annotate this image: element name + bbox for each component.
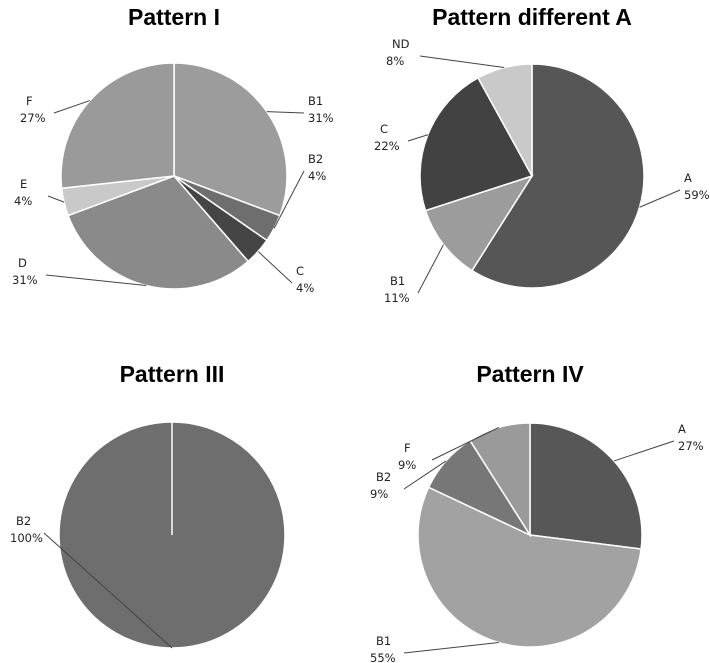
slice-percent: 31% bbox=[308, 111, 334, 125]
slice-label: B1 bbox=[308, 94, 323, 108]
slice-percent: 4% bbox=[308, 169, 326, 183]
leader-line bbox=[639, 189, 681, 208]
pie-chart-1: Pattern I B1 31% B2 4% C 4% D 31% E 4% F 27% bbox=[12, 4, 334, 295]
slice-percent: 27% bbox=[20, 111, 46, 125]
slice-percent: 22% bbox=[374, 139, 400, 153]
chart-title: Pattern I bbox=[128, 4, 220, 30]
slice-percent: 55% bbox=[370, 651, 396, 663]
slice-percent: 4% bbox=[296, 281, 314, 295]
chart-title: Pattern III bbox=[120, 361, 225, 387]
leader-line bbox=[613, 440, 675, 462]
chart-title: Pattern IV bbox=[476, 361, 584, 387]
leader-line bbox=[417, 244, 444, 294]
slice-percent: 59% bbox=[684, 188, 710, 202]
pie-chart-2: Pattern different A A 59% B1 11% C 22% ND 8% bbox=[374, 4, 710, 305]
slice-percent: 9% bbox=[398, 458, 416, 472]
slice-label: F bbox=[404, 441, 411, 455]
slice-label: B2 bbox=[308, 152, 323, 166]
leader-line bbox=[43, 532, 173, 649]
pie-slice-f bbox=[60, 62, 175, 190]
leader-line bbox=[47, 195, 65, 203]
leader-line bbox=[403, 460, 447, 490]
slice-label: B2 bbox=[16, 514, 31, 528]
leader-line bbox=[407, 134, 429, 142]
pie-slice-a bbox=[470, 63, 645, 289]
pie-slice-b1 bbox=[417, 486, 642, 648]
slice-percent: 100% bbox=[10, 531, 43, 545]
slice-label: A bbox=[678, 422, 686, 436]
slice-percent: 27% bbox=[678, 439, 704, 453]
slice-label: ND bbox=[392, 37, 410, 51]
slice-percent: 8% bbox=[386, 54, 404, 68]
slice-label: A bbox=[684, 171, 692, 185]
slice-label: F bbox=[26, 94, 33, 108]
slice-percent: 9% bbox=[370, 487, 388, 501]
pie-chart-4: Pattern IV A 27% B1 55% B2 9% F 9% bbox=[370, 361, 704, 663]
pie-slice-nd bbox=[477, 63, 533, 177]
slice-percent: 31% bbox=[12, 273, 38, 287]
slice-percent: 11% bbox=[384, 291, 410, 305]
leader-line bbox=[45, 274, 147, 287]
pie-slice-a bbox=[529, 422, 643, 550]
pie-slice-b1 bbox=[424, 174, 534, 272]
slice-label: B1 bbox=[376, 634, 391, 648]
leader-line bbox=[257, 251, 293, 284]
leader-line bbox=[53, 100, 91, 114]
slice-label: B1 bbox=[390, 274, 405, 288]
slice-label: E bbox=[20, 177, 27, 191]
leader-line bbox=[403, 642, 499, 654]
pie-slice-c bbox=[419, 76, 534, 212]
leader-line bbox=[431, 426, 499, 461]
pie-slice-d bbox=[67, 175, 250, 290]
slice-label: D bbox=[18, 256, 27, 270]
slice-percent: 4% bbox=[14, 194, 32, 208]
slice-label: B2 bbox=[376, 470, 391, 484]
leader-line bbox=[266, 111, 305, 114]
chart-title: Pattern different A bbox=[432, 4, 632, 30]
leader-line bbox=[273, 170, 305, 229]
slice-label: C bbox=[296, 264, 304, 278]
slice-label: C bbox=[380, 122, 388, 136]
pie-slice-b1 bbox=[173, 62, 288, 217]
leader-line bbox=[419, 55, 505, 69]
pie-chart-3: Pattern III B2 100% bbox=[10, 361, 286, 649]
